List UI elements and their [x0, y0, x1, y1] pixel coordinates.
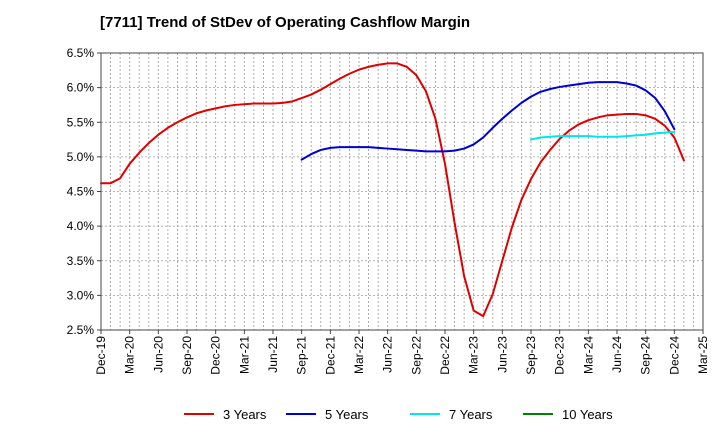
legend-label: 10 Years	[562, 407, 613, 422]
series-line-7-years	[530, 130, 676, 141]
y-tick-label: 3.5%	[67, 254, 95, 268]
x-tick-label: Sep-23	[524, 336, 538, 375]
x-tick-label: Mar-21	[237, 336, 251, 374]
legend-label: 5 Years	[325, 407, 369, 422]
x-tick-label: Mar-25	[696, 336, 710, 374]
x-tick-label: Mar-24	[581, 336, 595, 374]
series-line-3-years	[100, 62, 685, 318]
x-tick-label: Mar-20	[123, 336, 137, 374]
series-layer	[100, 62, 685, 318]
y-tick-label: 5.5%	[67, 115, 95, 129]
chart-title: [7711] Trend of StDev of Operating Cashf…	[100, 14, 471, 31]
x-tick-label: Dec-20	[209, 336, 223, 375]
x-tick-label: Sep-22	[409, 336, 423, 375]
y-tick-label: 4.0%	[67, 219, 95, 233]
x-tick-label: Mar-23	[467, 336, 481, 374]
legend-label: 3 Years	[223, 407, 267, 422]
series-line-5-years	[300, 81, 676, 161]
legend-item-3-years: 3 Years	[184, 407, 267, 422]
x-tick-label: Sep-20	[180, 336, 194, 375]
y-tick-label: 6.0%	[67, 81, 95, 95]
x-tick-label: Jun-21	[266, 336, 280, 373]
x-tick-label: Sep-24	[639, 336, 653, 375]
x-tick-label: Dec-21	[323, 336, 337, 375]
y-tick-label: 3.0%	[67, 288, 95, 302]
y-tick-label: 4.5%	[67, 185, 95, 199]
legend: 3 Years 5 Years 7 Years 10 Years	[184, 407, 613, 422]
y-tick-label: 6.5%	[67, 46, 95, 60]
x-tick-label: Jun-23	[495, 336, 509, 373]
legend-item-5-years: 5 Years	[286, 407, 369, 422]
x-tick-label: Sep-21	[295, 336, 309, 375]
legend-item-10-years: 10 Years	[523, 407, 613, 422]
x-tick-label: Jun-22	[381, 336, 395, 373]
y-axis-ticks: 2.5% 3.0% 3.5% 4.0% 4.5% 5.0% 5.5% 6.0% 6.5%	[67, 46, 101, 337]
legend-item-7-years: 7 Years	[410, 407, 493, 422]
y-tick-label: 2.5%	[67, 323, 95, 337]
y-tick-label: 5.0%	[67, 150, 95, 164]
x-tick-label: Mar-22	[352, 336, 366, 374]
x-tick-label: Jun-20	[151, 336, 165, 373]
x-tick-label: Dec-24	[667, 336, 681, 375]
x-tick-label: Dec-23	[553, 336, 567, 375]
x-tick-label: Dec-22	[438, 336, 452, 375]
legend-label: 7 Years	[449, 407, 493, 422]
x-axis-ticks: Dec-19 Mar-20 Jun-20 Sep-20 Dec-20 Mar-21 Jun-…	[94, 330, 710, 375]
x-tick-label: Dec-19	[94, 336, 108, 375]
x-tick-label: Jun-24	[610, 336, 624, 373]
